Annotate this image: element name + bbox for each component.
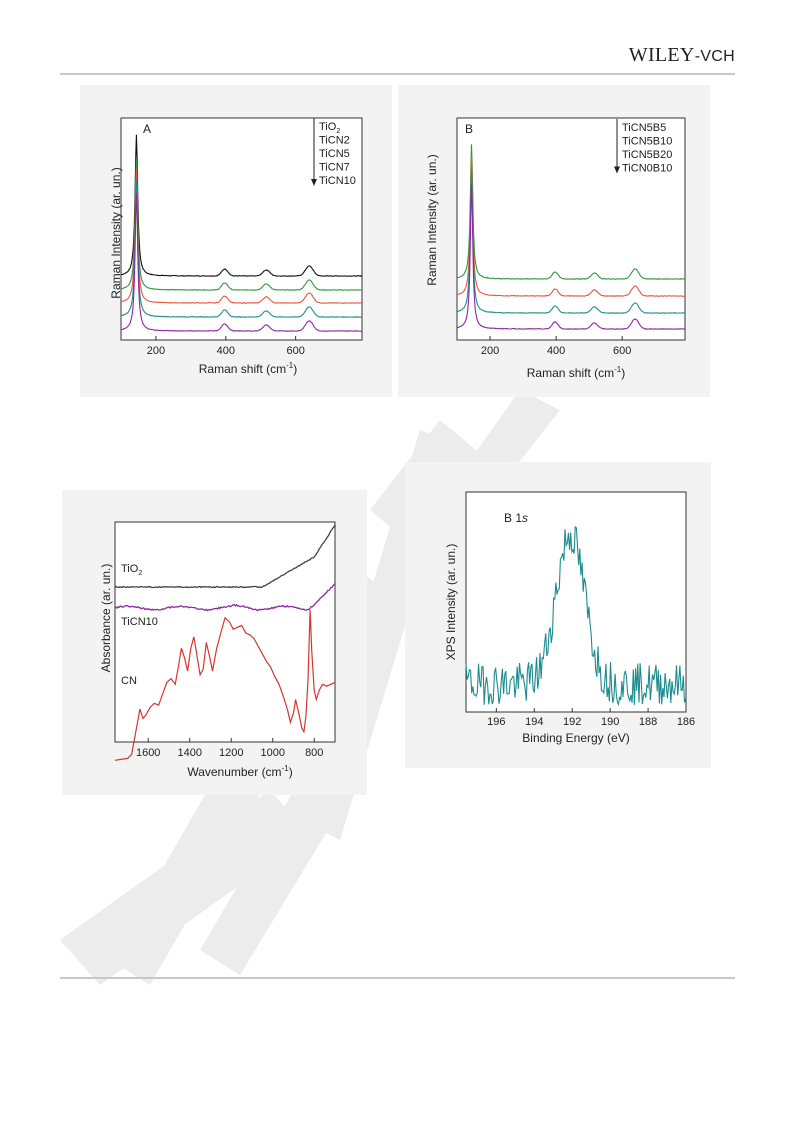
series-label-tio: TiO2 <box>121 563 142 577</box>
xps-panel: 196 194 192 190 188 186 B 1s Binding Energy (… <box>405 462 711 768</box>
series-line-ticn7 <box>120 180 363 318</box>
panel-label-b: B <box>465 122 473 136</box>
xps-annotation: B 1s <box>504 511 528 525</box>
x-tick-label: 186 <box>677 716 695 728</box>
x-tick-label: 1600 <box>136 747 160 759</box>
y-axis-title: Raman Intensity (ar. un.) <box>425 154 439 285</box>
series-line-cn <box>114 610 336 761</box>
series-line-b1s <box>465 525 687 707</box>
x-axis-title-sup: -1 <box>282 764 290 773</box>
x-tick-label: 1400 <box>177 747 201 759</box>
ftir-panel: 1600 1400 1200 1000 800 TiO2 TiCN10 CN Wavenum… <box>62 490 367 795</box>
plot-frame <box>114 521 336 743</box>
x-axis-title: Raman shift (cm-1) <box>527 365 625 380</box>
legend-entry-ticn5b10: TiCN5B10 <box>622 136 672 148</box>
x-axis-title-sup: -1 <box>614 365 622 374</box>
x-axis-title: Raman shift (cm-1) <box>199 361 297 376</box>
plot-frame <box>465 491 687 713</box>
series-label-ticn10: TiCN10 <box>121 616 158 628</box>
x-tick-label: 400 <box>547 345 565 357</box>
x-tick-label: 1200 <box>219 747 243 759</box>
series-line-ticn5b5 <box>456 144 686 280</box>
series-line-ticn10 <box>114 583 336 612</box>
x-axis-title: Binding Energy (eV) <box>522 731 629 745</box>
series-label-cn: CN <box>121 675 137 687</box>
series-line-ticn5 <box>120 168 363 304</box>
x-tick-label: 194 <box>525 716 543 728</box>
x-tick-label: 190 <box>601 716 619 728</box>
plot-frame <box>456 117 686 341</box>
legend-arrowhead <box>614 166 620 174</box>
xps-chart: 196 194 192 190 188 186 B 1s Binding Energy (… <box>444 491 695 745</box>
x-tick-label: 600 <box>286 345 304 357</box>
legend-entry-ticn0b10: TiCN0B10 <box>622 163 672 175</box>
x-tick-label: 196 <box>487 716 505 728</box>
y-axis-title: XPS Intensity (ar. un.) <box>444 544 458 661</box>
series-line-tio2 <box>114 524 336 589</box>
x-tick-label: 400 <box>217 345 235 357</box>
publisher-suffix: -VCH <box>694 48 735 65</box>
series-line-ticn5b10 <box>456 156 685 297</box>
x-tick-label: 200 <box>481 345 499 357</box>
x-axis-title-main: Raman shift (cm <box>199 362 286 376</box>
legend-entry-ticn5b20: TiCN5B20 <box>622 149 672 161</box>
y-axis-title: Raman Intensity (ar. un.) <box>109 167 123 298</box>
x-axis-title-main: Wavenumber (cm <box>187 765 281 779</box>
series-line-ticn10 <box>120 193 363 332</box>
series-line-ticn0b10 <box>457 184 686 330</box>
y-axis-title: Absorbance (ar. un.) <box>99 564 113 673</box>
series-line-ticn2 <box>120 158 363 291</box>
publisher-name: WILEY <box>628 44 695 66</box>
x-axis-title-end: ) <box>289 765 293 779</box>
x-axis-title-sup: -1 <box>286 361 294 370</box>
legend-entry-tio: TiO2 <box>319 121 340 135</box>
x-tick-label: 600 <box>613 345 631 357</box>
ftir-chart: 1600 1400 1200 1000 800 TiO2 TiCN10 CN Wavenum… <box>99 521 336 779</box>
series-line-ticn5b20 <box>456 168 686 314</box>
legend-entry-ticn2: TiCN2 <box>319 135 350 147</box>
x-axis-title-end: ) <box>293 362 297 376</box>
raman-panel-b: 200 400 600 B TiCN5B5 TiCN5B10 TiCN5B20 TiCN0… <box>398 85 710 397</box>
legend-arrowhead <box>311 179 317 186</box>
x-axis-title-main: Raman shift (cm <box>527 366 614 380</box>
x-tick-label: 188 <box>639 716 657 728</box>
x-axis-title-end: ) <box>621 366 625 380</box>
raman-panel-a: 200 400 600 A TiO2 TiCN2 TiCN5 TiCN7 TiCN10 Ra… <box>80 85 392 397</box>
x-tick-label: 200 <box>147 345 165 357</box>
footer-rule <box>60 977 735 979</box>
x-tick-label: 192 <box>563 716 581 728</box>
header-rule <box>60 73 735 75</box>
legend-entry-ticn5b5: TiCN5B5 <box>622 122 666 134</box>
xps-annotation-italic: s <box>522 511 528 525</box>
x-tick-label: 1000 <box>260 747 284 759</box>
x-axis-title: Wavenumber (cm-1) <box>187 764 292 779</box>
legend-entry-ticn7: TiCN7 <box>319 162 350 174</box>
xps-annotation-main: B 1 <box>504 511 522 525</box>
legend-entry-ticn10: TiCN10 <box>319 175 356 187</box>
x-tick-label: 800 <box>305 747 323 759</box>
legend-entry-ticn5: TiCN5 <box>319 148 350 160</box>
publisher-logo: WILEY-VCH <box>629 44 735 67</box>
series-line-tio <box>120 134 363 277</box>
panel-label-a: A <box>143 122 151 136</box>
